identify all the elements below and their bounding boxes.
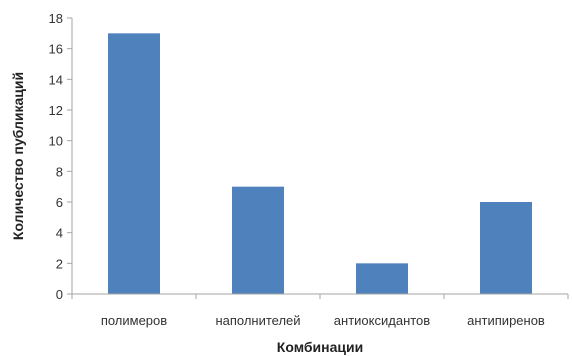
y-tick-label: 2 bbox=[56, 256, 63, 271]
y-tick-label: 14 bbox=[49, 72, 63, 87]
y-tick-label: 6 bbox=[56, 195, 63, 210]
x-tick-label: антипиренов bbox=[467, 313, 545, 328]
y-tick-label: 0 bbox=[56, 287, 63, 302]
y-tick-label: 18 bbox=[49, 11, 63, 26]
bar bbox=[108, 33, 160, 294]
x-tick-label: антиоксидантов bbox=[334, 313, 430, 328]
bar bbox=[356, 263, 408, 294]
bar bbox=[232, 186, 284, 294]
y-tick-label: 16 bbox=[49, 42, 63, 57]
y-tick-label: 10 bbox=[49, 134, 63, 149]
x-tick-label: полимеров bbox=[101, 313, 167, 328]
x-axis-ticks: полимеров наполнителей антиоксидантов антип… bbox=[71, 294, 569, 328]
y-tick-label: 4 bbox=[56, 226, 63, 241]
y-axis-title: Количество публикаций bbox=[10, 72, 26, 240]
bars bbox=[108, 33, 532, 294]
y-tick-label: 12 bbox=[49, 103, 63, 118]
y-axis-ticks: 0 2 4 6 8 10 12 14 16 18 bbox=[49, 11, 72, 302]
x-axis-title: Комбинации bbox=[277, 339, 363, 355]
bar bbox=[480, 202, 532, 294]
y-tick-label: 8 bbox=[56, 164, 63, 179]
x-tick-label: наполнителей bbox=[215, 313, 300, 328]
